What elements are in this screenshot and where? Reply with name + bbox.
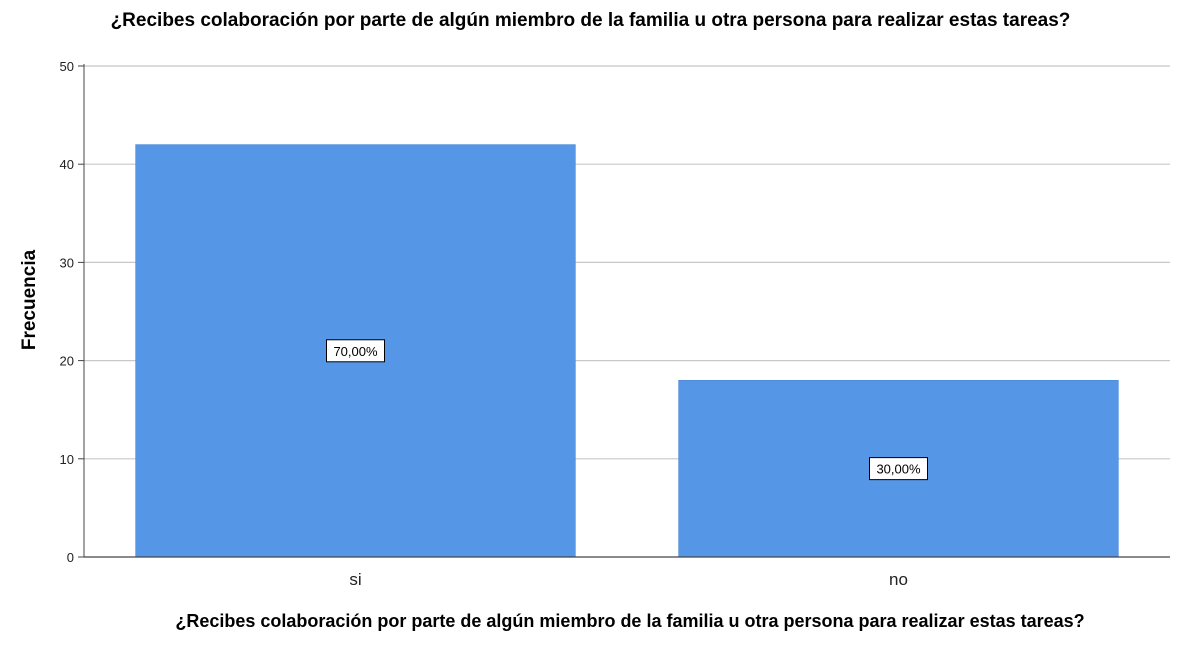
- y-tick-label: 50: [60, 59, 74, 74]
- y-tick-label: 30: [60, 255, 74, 270]
- data-label: 70,00%: [333, 344, 378, 359]
- chart-title: ¿Recibes colaboración por parte de algún…: [110, 10, 1071, 31]
- data-label-box: [326, 339, 385, 363]
- y-tick-label: 40: [60, 157, 74, 172]
- data-labels: 70,00% 30,00%: [326, 339, 928, 481]
- axes: 0 10 20 30 40 50 si no: [60, 59, 1170, 589]
- x-tick-label: no: [889, 570, 908, 589]
- y-axis-label: Frecuencia: [19, 249, 40, 351]
- data-label: 30,00%: [876, 462, 921, 477]
- x-tick-label: si: [349, 570, 361, 589]
- y-tick-label: 10: [60, 452, 74, 467]
- bars: [135, 144, 1119, 558]
- data-label-box: [869, 457, 928, 481]
- y-tick-label: 20: [60, 354, 74, 369]
- y-tick-label: 0: [67, 550, 74, 565]
- x-axis-label: ¿Recibes colaboración por parte de algún…: [175, 611, 1085, 631]
